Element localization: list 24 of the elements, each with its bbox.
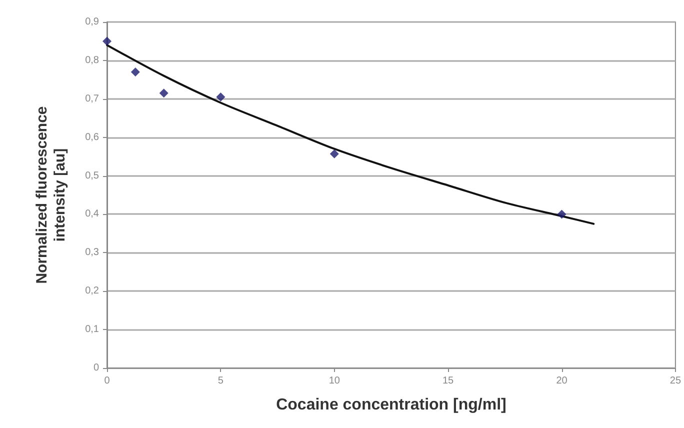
y-axis-title: Normalized fluorescence intensity [au] bbox=[34, 106, 68, 284]
x-tick-label: 5 bbox=[218, 376, 224, 386]
x-tick-label: 0 bbox=[104, 376, 110, 386]
x-tick-label: 15 bbox=[442, 376, 454, 386]
x-tick-label: 20 bbox=[556, 376, 568, 386]
point bbox=[159, 88, 168, 98]
y-tick-label: 0,5 bbox=[85, 170, 100, 182]
y-tick-label: 0,6 bbox=[85, 132, 100, 143]
point bbox=[130, 67, 140, 76]
x-tick-label: 10 bbox=[328, 376, 340, 386]
y-tick-label: 0,1 bbox=[85, 324, 100, 336]
point bbox=[330, 149, 339, 158]
y-tick-label: 0,2 bbox=[85, 286, 100, 297]
y-tick-label: 0,7 bbox=[85, 93, 100, 104]
point bbox=[557, 210, 566, 219]
point bbox=[216, 92, 226, 102]
y-tick-label: 0 bbox=[93, 362, 100, 374]
x-tick-label: 25 bbox=[670, 376, 682, 386]
y-tick-label: 0,3 bbox=[85, 247, 100, 258]
y-tick-label: 0,8 bbox=[85, 54, 100, 66]
point bbox=[102, 36, 112, 46]
x-axis-title: Cocaine concentration [ng/ml] bbox=[276, 396, 506, 414]
y-tick-label: 0,9 bbox=[85, 16, 100, 28]
y-tick-label: 0,4 bbox=[85, 208, 100, 220]
